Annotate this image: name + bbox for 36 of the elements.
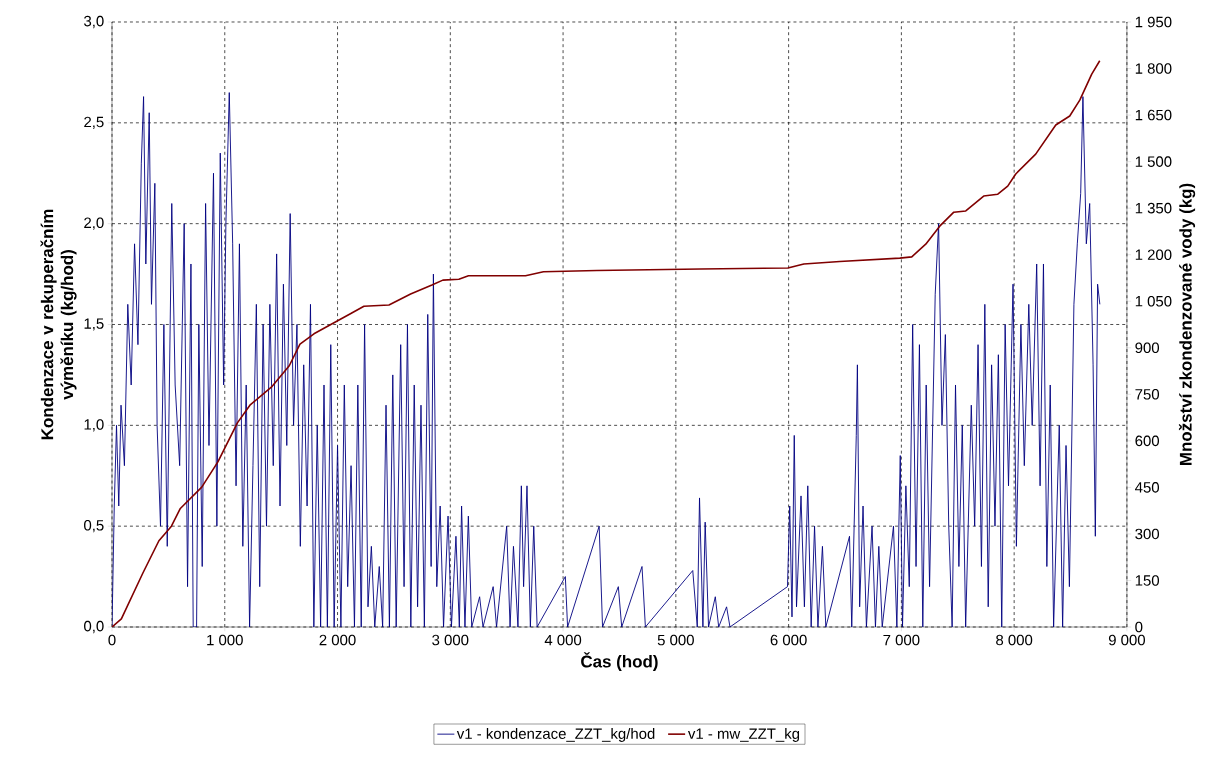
x-tick-label: 0	[108, 634, 116, 646]
legend-label: v1 - mw_ZZT_kg	[687, 727, 800, 742]
y2-tick-label: 600	[1135, 435, 1160, 447]
legend-label: v1 - kondenzace_ZZT_kg/hod	[456, 727, 655, 742]
y-tick-label: 2,5	[84, 116, 104, 129]
y-tick-label: 1,5	[84, 318, 104, 331]
y-tick-label: 0,5	[84, 519, 104, 533]
x-tick-label: 3 000	[432, 634, 469, 646]
x-axis-title: Čas (hod)	[581, 652, 658, 671]
y2-tick-label: 1 350	[1135, 202, 1172, 214]
y-tick-label: 2,0	[84, 217, 104, 230]
x-tick-label: 4 000	[544, 634, 582, 646]
y-tick-label: 0,0	[84, 620, 104, 634]
x-tick-label: 7 000	[883, 634, 920, 646]
y2-tick-label: 1 950	[1135, 16, 1172, 28]
y2-tick-label: 0	[1135, 621, 1143, 633]
y2-tick-label: 750	[1135, 389, 1160, 400]
y2-tick-label: 1 050	[1135, 295, 1172, 307]
x-tick-label: 9 000	[1108, 634, 1145, 646]
x-tick-label: 2 000	[319, 634, 356, 646]
y-tick-label: 1,0	[84, 419, 104, 432]
y2-axis-title: Množství zkondenzované vody (kg)	[1178, 183, 1196, 465]
y2-tick-label: 1 650	[1135, 109, 1172, 121]
y2-tick-label: 1 500	[1135, 156, 1172, 167]
y2-tick-label: 300	[1135, 528, 1160, 540]
x-tick-label: 6 000	[770, 634, 807, 646]
x-tick-label: 5 000	[657, 634, 694, 646]
y2-tick-label: 450	[1135, 482, 1160, 493]
x-tick-label: 8 000	[996, 634, 1033, 646]
y2-tick-label: 1 200	[1135, 249, 1172, 260]
y2-tick-label: 150	[1135, 575, 1160, 586]
x-tick-label: 1 000	[207, 634, 243, 646]
y-tick-label: 3,0	[84, 15, 104, 29]
y-axis-title: Kondenzace v rekuperačním výměníku (kg/hod)	[40, 209, 77, 440]
y2-tick-label: 900	[1135, 342, 1160, 354]
y2-tick-label: 1 800	[1135, 63, 1172, 74]
